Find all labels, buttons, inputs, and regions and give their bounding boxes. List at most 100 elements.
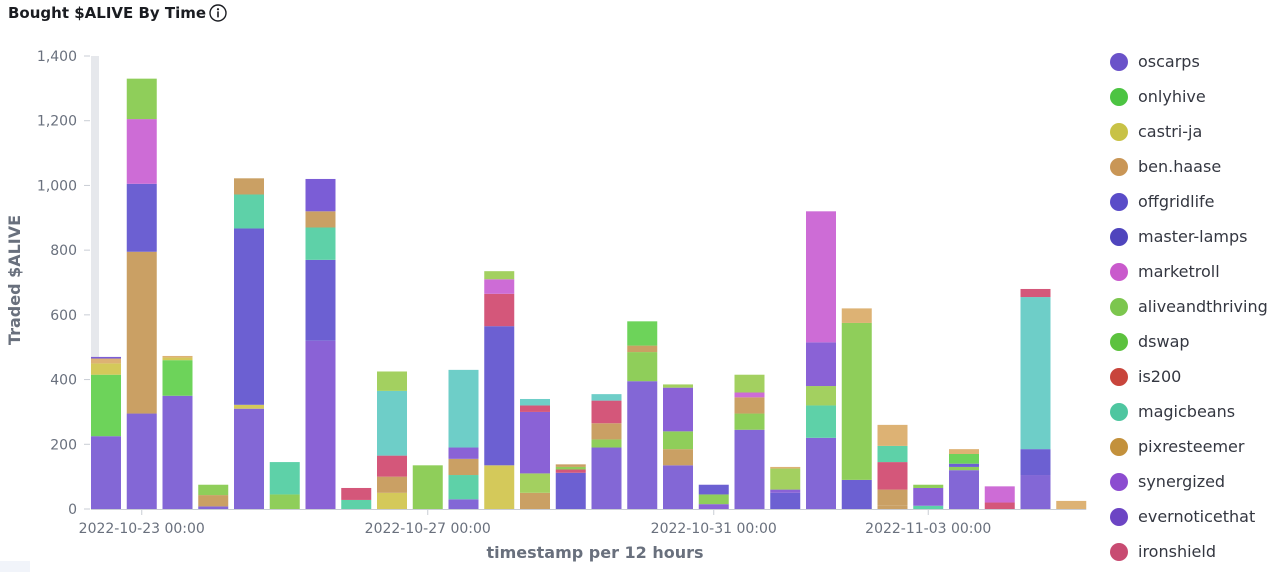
bar-segment[interactable] xyxy=(1020,475,1051,509)
bar-segment[interactable] xyxy=(591,439,622,448)
bar-segment[interactable] xyxy=(877,505,908,509)
bar-segment[interactable] xyxy=(198,495,229,507)
bar-segment[interactable] xyxy=(520,473,550,493)
bar-segment[interactable] xyxy=(806,437,836,509)
bar-segment[interactable] xyxy=(484,293,515,327)
bar-segment[interactable] xyxy=(555,466,586,470)
bar-segment[interactable] xyxy=(377,492,407,509)
bar-segment[interactable] xyxy=(234,408,264,509)
bar-segment[interactable] xyxy=(770,492,801,509)
bar-segment[interactable] xyxy=(448,447,479,459)
bar-segment[interactable] xyxy=(627,321,658,346)
bar-segment[interactable] xyxy=(520,411,550,474)
bar-segment[interactable] xyxy=(1020,297,1051,450)
bar-segment[interactable] xyxy=(663,431,693,450)
legend-item-oscarps[interactable]: oscarps xyxy=(1110,44,1278,79)
legend-item-evernoticethat[interactable]: evernoticethat xyxy=(1110,499,1278,534)
bar-segment[interactable] xyxy=(949,466,979,471)
bar-segment[interactable] xyxy=(734,374,765,393)
legend-item-master-lamps[interactable]: master-lamps xyxy=(1110,219,1278,254)
bar-segment[interactable] xyxy=(377,371,407,391)
bar-segment[interactable] xyxy=(377,476,407,493)
bar-segment[interactable] xyxy=(698,494,729,505)
bar-segment[interactable] xyxy=(806,405,836,438)
bar-segment[interactable] xyxy=(126,413,157,509)
bar-segment[interactable] xyxy=(555,464,586,467)
bar-segment[interactable] xyxy=(1020,449,1051,476)
bar-segment[interactable] xyxy=(591,394,622,401)
bar-segment[interactable] xyxy=(305,211,336,228)
bar-segment[interactable] xyxy=(377,390,407,456)
bar-segment[interactable] xyxy=(520,405,550,412)
bar-segment[interactable] xyxy=(949,470,979,509)
bar-segment[interactable] xyxy=(734,413,765,430)
bar-segment[interactable] xyxy=(305,178,336,212)
bar-segment[interactable] xyxy=(734,397,765,414)
bar-segment[interactable] xyxy=(198,506,229,509)
bar-segment[interactable] xyxy=(663,384,693,388)
legend-item-offgridlife[interactable]: offgridlife xyxy=(1110,184,1278,219)
bar-segment[interactable] xyxy=(949,453,979,464)
legend-item-castri-ja[interactable]: castri-ja xyxy=(1110,114,1278,149)
bar-segment[interactable] xyxy=(913,505,944,509)
bar-segment[interactable] xyxy=(913,484,944,488)
bar-segment[interactable] xyxy=(484,279,515,294)
bar-segment[interactable] xyxy=(663,465,693,509)
bar-segment[interactable] xyxy=(91,363,121,375)
bar-segment[interactable] xyxy=(841,308,872,323)
bar-segment[interactable] xyxy=(1020,288,1051,298)
bar-segment[interactable] xyxy=(234,194,264,229)
bar-segment[interactable] xyxy=(126,251,157,414)
bar-segment[interactable] xyxy=(126,119,157,184)
bar-segment[interactable] xyxy=(591,423,622,440)
legend-item-onlyhive[interactable]: onlyhive xyxy=(1110,79,1278,114)
bar-segment[interactable] xyxy=(91,436,121,509)
legend-item-synergized[interactable]: synergized xyxy=(1110,464,1278,499)
legend-item-ironshield[interactable]: ironshield xyxy=(1110,534,1278,569)
legend-item-dswap[interactable]: dswap xyxy=(1110,324,1278,359)
legend-item-ben-haase[interactable]: ben.haase xyxy=(1110,149,1278,184)
list-icon[interactable] xyxy=(0,561,30,572)
bar-segment[interactable] xyxy=(591,400,622,424)
bar-segment[interactable] xyxy=(627,381,658,509)
bar-segment[interactable] xyxy=(949,463,979,467)
bar-segment[interactable] xyxy=(520,398,550,406)
bar-segment[interactable] xyxy=(91,356,121,359)
bar-segment[interactable] xyxy=(341,487,372,500)
bar-segment[interactable] xyxy=(91,358,121,364)
bar-segment[interactable] xyxy=(555,472,586,509)
legend-item-aliveandthriving[interactable]: aliveandthriving xyxy=(1110,289,1278,324)
bar-segment[interactable] xyxy=(663,449,693,466)
bar-segment[interactable] xyxy=(162,360,193,396)
bar-segment[interactable] xyxy=(698,504,729,509)
bar-segment[interactable] xyxy=(412,465,443,509)
bar-segment[interactable] xyxy=(448,475,479,500)
bar-segment[interactable] xyxy=(484,271,515,280)
bar-segment[interactable] xyxy=(484,326,515,466)
bar-segment[interactable] xyxy=(627,352,658,382)
bar-segment[interactable] xyxy=(305,340,336,509)
bar-segment[interactable] xyxy=(806,386,836,406)
bar-segment[interactable] xyxy=(234,404,264,409)
bar-segment[interactable] xyxy=(555,469,586,473)
bar-segment[interactable] xyxy=(627,345,658,353)
bar-segment[interactable] xyxy=(698,484,729,495)
legend-item-magicbeans[interactable]: magicbeans xyxy=(1110,394,1278,429)
bar-segment[interactable] xyxy=(984,502,1015,509)
bar-segment[interactable] xyxy=(377,455,407,477)
bar-segment[interactable] xyxy=(341,499,372,509)
bar-segment[interactable] xyxy=(841,322,872,480)
bar-segment[interactable] xyxy=(198,484,229,496)
bar-segment[interactable] xyxy=(984,486,1015,503)
bar-segment[interactable] xyxy=(448,499,479,509)
bar-segment[interactable] xyxy=(162,355,193,358)
bar-segment[interactable] xyxy=(877,445,908,463)
legend-item-is200[interactable]: is200 xyxy=(1110,359,1278,394)
bar-segment[interactable] xyxy=(734,392,765,398)
info-icon[interactable] xyxy=(209,4,227,22)
bar-segment[interactable] xyxy=(269,462,300,495)
bar-segment[interactable] xyxy=(162,395,193,509)
bar-segment[interactable] xyxy=(591,447,622,509)
bar-segment[interactable] xyxy=(520,492,550,509)
bar-segment[interactable] xyxy=(949,449,979,454)
